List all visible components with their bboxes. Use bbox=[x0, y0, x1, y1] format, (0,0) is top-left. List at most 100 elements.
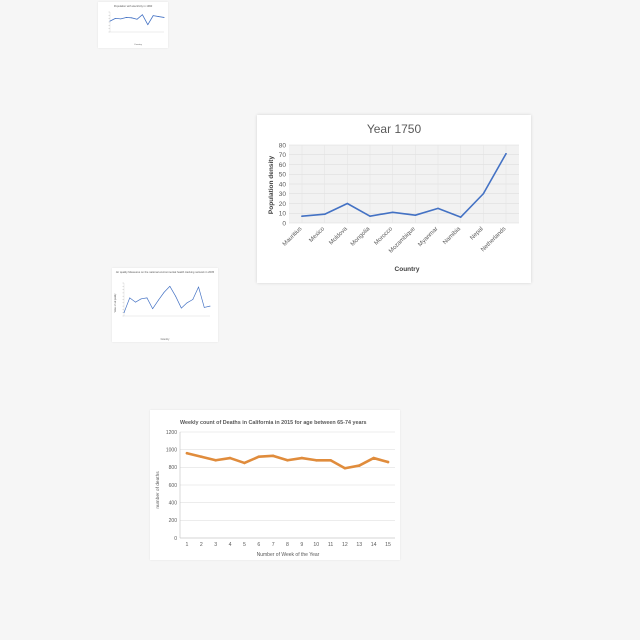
y-tick-label: 80 bbox=[279, 142, 287, 149]
data-point bbox=[136, 18, 138, 20]
y-tick-label: 20 bbox=[279, 201, 287, 208]
data-point bbox=[314, 458, 318, 462]
x-tick-label: Mongolia bbox=[350, 226, 372, 248]
x-tick-label: Namibia bbox=[442, 226, 462, 246]
data-point bbox=[163, 291, 165, 293]
data-point bbox=[115, 17, 116, 19]
data-point bbox=[343, 466, 347, 470]
data-point bbox=[192, 299, 194, 300]
y-tick-label: 200 bbox=[169, 518, 178, 524]
data-point bbox=[437, 207, 439, 210]
data-point bbox=[369, 215, 371, 217]
chart-panel-california-deaths: Weekly count of Deaths in California in … bbox=[150, 410, 400, 560]
data-point bbox=[391, 211, 394, 214]
chart-title: Population with electricity in 1990 bbox=[114, 4, 153, 8]
y-axis-label: Population density bbox=[268, 156, 275, 215]
x-axis-label: Number of Week of the Year bbox=[257, 552, 320, 558]
data-point bbox=[243, 461, 246, 465]
data-point bbox=[158, 16, 159, 17]
chart-title: Year 1750 bbox=[367, 122, 422, 136]
data-point bbox=[131, 17, 132, 19]
data-point bbox=[125, 17, 127, 18]
chart-title: Air quality Measures on the national env… bbox=[116, 270, 215, 274]
data-point bbox=[214, 458, 218, 462]
x-tick-label: 14 bbox=[371, 542, 377, 548]
data-point bbox=[346, 202, 349, 205]
y-axis-label: Value of air quality bbox=[114, 293, 117, 313]
chart-svg: Weekly count of Deaths in California in … bbox=[155, 420, 395, 558]
data-point bbox=[209, 305, 211, 307]
data-point bbox=[120, 18, 122, 20]
x-tick-label: 7 bbox=[272, 542, 275, 548]
x-tick-label: Morocco bbox=[374, 226, 395, 247]
x-tick-label: 13 bbox=[356, 542, 362, 548]
series-line bbox=[123, 285, 211, 314]
data-point bbox=[300, 456, 304, 460]
data-point bbox=[198, 286, 199, 288]
data-point bbox=[203, 307, 205, 308]
series-line bbox=[301, 152, 507, 218]
data-point bbox=[163, 17, 165, 18]
chart-svg: Air quality Measures on the national env… bbox=[114, 270, 215, 341]
data-point bbox=[271, 454, 275, 458]
x-tick-label: 3 bbox=[214, 542, 217, 548]
y-tick-label: 30 bbox=[279, 191, 287, 198]
data-point bbox=[146, 297, 148, 299]
data-point bbox=[386, 460, 390, 464]
data-point bbox=[372, 456, 375, 460]
data-point bbox=[129, 297, 131, 299]
y-tick-label: 800 bbox=[169, 465, 178, 471]
data-point bbox=[186, 302, 188, 304]
y-tick-label: 50 bbox=[279, 172, 287, 179]
chart-svg: Year 1750 Country Population density 0 10… bbox=[268, 122, 519, 273]
chart-panel-air-quality: Air quality Measures on the national env… bbox=[112, 268, 218, 342]
data-point bbox=[323, 213, 326, 216]
series-line bbox=[109, 14, 165, 26]
data-point bbox=[147, 24, 149, 26]
data-point bbox=[459, 216, 462, 218]
x-tick-label: Nepal bbox=[469, 226, 484, 241]
x-tick-label: 2 bbox=[200, 542, 203, 548]
y-tick-label: 60 bbox=[279, 162, 287, 169]
y-tick-label: 0 bbox=[174, 536, 177, 542]
chart-title: Weekly count of Deaths in California in … bbox=[180, 420, 367, 426]
y-tick-label: 1200 bbox=[166, 430, 177, 436]
x-tick-label: 11 bbox=[328, 542, 333, 548]
x-axis-label: Country bbox=[395, 266, 420, 273]
x-tick-label: 1 bbox=[186, 542, 189, 548]
x-tick-label: Myanmar bbox=[417, 226, 439, 248]
data-point bbox=[135, 301, 136, 303]
data-point bbox=[228, 456, 232, 460]
x-tick-label: 10 bbox=[313, 542, 319, 548]
x-tick-label: 4 bbox=[229, 542, 232, 548]
data-point bbox=[180, 307, 182, 309]
data-point bbox=[185, 451, 189, 455]
x-tick-label: 12 bbox=[342, 542, 348, 548]
data-point bbox=[505, 152, 507, 155]
x-tick-label: 6 bbox=[257, 542, 260, 548]
data-point bbox=[169, 285, 171, 287]
data-point bbox=[123, 312, 125, 314]
data-point bbox=[414, 214, 417, 216]
x-tick-label: Mauritius bbox=[282, 226, 303, 247]
chart-svg: Population with electricity in 1990 Coun… bbox=[108, 4, 165, 46]
y-tick-label: 0 bbox=[282, 220, 286, 227]
chart-panel-electricity: Population with electricity in 1990 Coun… bbox=[98, 2, 168, 48]
x-tick-label: 5 bbox=[243, 542, 246, 548]
data-point bbox=[301, 215, 303, 217]
x-tick-label: 8 bbox=[286, 542, 289, 548]
y-tick-label: 1000 bbox=[166, 447, 177, 453]
x-tick-label: 9 bbox=[300, 542, 303, 548]
chart-panel-year-1750: Year 1750 Country Population density 0 10… bbox=[257, 115, 531, 283]
data-point bbox=[357, 464, 361, 467]
data-point bbox=[482, 192, 485, 195]
x-tick-label: Moldova bbox=[328, 226, 349, 247]
y-tick-label: 400 bbox=[169, 500, 178, 506]
data-point bbox=[142, 14, 143, 16]
data-point bbox=[158, 299, 159, 301]
y-axis-label: number of deaths bbox=[155, 471, 161, 509]
data-point bbox=[109, 20, 111, 22]
y-tick-label: 40 bbox=[279, 181, 287, 188]
data-point bbox=[257, 455, 261, 459]
data-point bbox=[286, 458, 289, 462]
